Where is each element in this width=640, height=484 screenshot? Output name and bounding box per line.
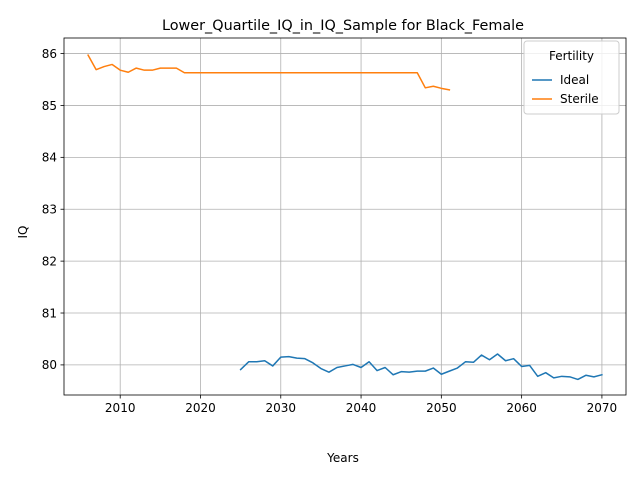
legend-title: Fertility: [549, 49, 594, 63]
x-tick-label: 2040: [346, 401, 377, 415]
y-tick-label: 83: [42, 203, 57, 217]
y-tick-label: 82: [42, 254, 57, 268]
x-tick-label: 2050: [426, 401, 457, 415]
x-tick-label: 2020: [185, 401, 216, 415]
x-tick-label: 2060: [506, 401, 537, 415]
chart-title: Lower_Quartile_IQ_in_IQ_Sample for Black…: [162, 18, 524, 34]
x-tick-label: 2030: [265, 401, 296, 415]
x-axis-label: Years: [326, 451, 359, 465]
y-tick-label: 80: [42, 358, 57, 372]
x-tick-label: 2070: [587, 401, 618, 415]
y-axis-ticks: 80 81 82 83 84 85 86: [42, 47, 64, 372]
y-axis-label: IQ: [16, 226, 30, 239]
series-lines: [87, 54, 603, 381]
series-line-ideal: [239, 353, 603, 381]
y-tick-label: 81: [42, 306, 57, 320]
x-axis-ticks: 2010 2020 2030 2040 2050 2060 2070: [105, 395, 617, 415]
x-tick-label: 2010: [105, 401, 136, 415]
legend-box: [523, 40, 620, 115]
y-tick-label: 86: [42, 47, 57, 61]
y-tick-label: 84: [42, 151, 57, 165]
legend: Fertility Ideal Sterile: [523, 40, 620, 115]
y-tick-label: 85: [42, 99, 57, 113]
series-line-sterile: [87, 54, 451, 91]
plot-frame: [63, 37, 627, 396]
legend-label-ideal: Ideal: [560, 73, 589, 87]
legend-label-sterile: Sterile: [560, 92, 599, 106]
